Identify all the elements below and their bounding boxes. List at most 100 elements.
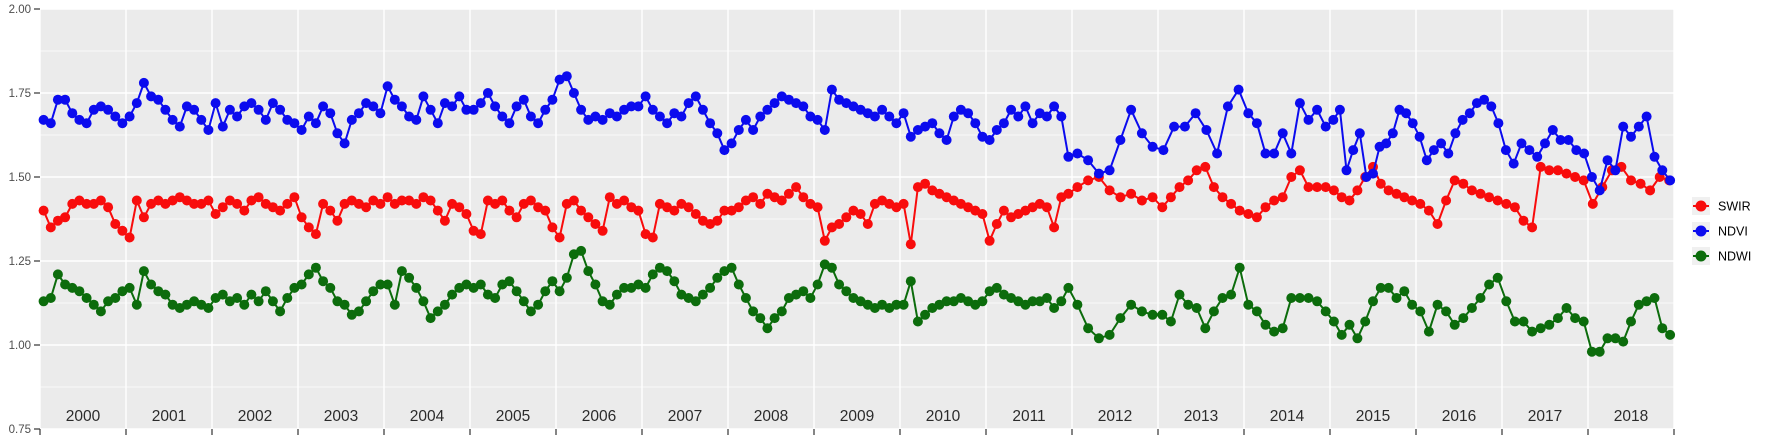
- data-point: [103, 202, 114, 213]
- data-point: [1277, 323, 1288, 334]
- x-tick-label: 2011: [1012, 408, 1045, 425]
- data-point: [1260, 202, 1271, 213]
- data-point: [662, 118, 673, 129]
- data-point: [1484, 279, 1495, 290]
- data-point: [812, 202, 823, 213]
- data-point: [1174, 182, 1185, 193]
- data-point: [669, 276, 680, 287]
- data-point: [153, 94, 164, 105]
- data-point: [769, 98, 780, 109]
- data-point: [576, 245, 587, 256]
- data-point: [941, 296, 952, 307]
- data-point: [991, 219, 1002, 229]
- data-point: [898, 108, 909, 119]
- data-point: [38, 205, 49, 216]
- data-point: [1183, 299, 1194, 310]
- data-point: [733, 279, 744, 290]
- x-tick-label: 2001: [152, 408, 186, 425]
- data-point: [382, 279, 393, 290]
- data-point: [812, 114, 823, 125]
- data-point: [1578, 175, 1589, 186]
- data-point: [81, 198, 92, 209]
- data-point: [124, 111, 135, 122]
- data-point: [619, 282, 630, 293]
- data-point: [1432, 219, 1443, 229]
- data-point: [762, 104, 773, 115]
- data-point: [1479, 94, 1490, 105]
- legend-label: SWIR: [1718, 200, 1751, 214]
- data-point: [1441, 195, 1452, 206]
- data-point: [676, 111, 687, 122]
- data-point: [1352, 333, 1363, 344]
- data-point: [633, 205, 644, 216]
- data-point: [862, 219, 873, 229]
- data-point: [719, 205, 730, 216]
- data-point: [1348, 145, 1359, 156]
- data-point: [447, 101, 458, 112]
- data-point: [1443, 148, 1454, 159]
- data-point: [798, 101, 809, 112]
- data-point: [1579, 148, 1590, 159]
- data-point: [303, 269, 314, 280]
- x-tick-label: 2017: [1528, 408, 1562, 425]
- data-point: [1277, 192, 1288, 203]
- data-point: [525, 195, 536, 206]
- data-point: [525, 306, 536, 317]
- data-point: [1115, 313, 1126, 324]
- data-point: [346, 114, 357, 125]
- data-point: [1049, 101, 1060, 112]
- data-point: [1493, 118, 1504, 129]
- data-point: [554, 286, 565, 297]
- data-point: [1360, 316, 1371, 327]
- data-point: [1303, 293, 1314, 303]
- data-point: [1641, 296, 1652, 307]
- y-tick-label: 1.00: [9, 340, 31, 352]
- data-point: [1083, 175, 1094, 186]
- data-point: [232, 293, 243, 303]
- data-point: [1415, 306, 1426, 317]
- data-point: [1063, 188, 1074, 199]
- data-point: [74, 286, 85, 297]
- data-point: [1341, 165, 1352, 176]
- data-point: [81, 293, 92, 303]
- data-point: [927, 118, 938, 129]
- data-point: [1336, 329, 1347, 340]
- data-point: [138, 266, 149, 277]
- data-point: [1368, 296, 1378, 307]
- data-point: [547, 222, 558, 233]
- data-point: [160, 104, 171, 115]
- data-point: [1056, 111, 1067, 122]
- data-point: [719, 145, 730, 156]
- data-point: [798, 192, 809, 203]
- series-swir: [38, 161, 1675, 250]
- data-point: [1303, 114, 1314, 125]
- data-point: [776, 306, 787, 317]
- data-point: [1063, 151, 1074, 162]
- data-point: [117, 118, 128, 129]
- x-tick-label: 2004: [410, 408, 445, 425]
- x-tick-label: 2002: [238, 408, 272, 425]
- data-point: [1136, 306, 1147, 317]
- x-tick-label: 2008: [754, 408, 788, 425]
- data-point: [267, 98, 278, 109]
- data-point: [325, 108, 336, 119]
- data-point: [1509, 316, 1520, 327]
- data-point: [1328, 185, 1339, 196]
- data-point: [1191, 303, 1202, 313]
- data-point: [203, 195, 214, 206]
- data-point: [568, 195, 579, 206]
- data-point: [1072, 148, 1083, 159]
- data-point: [246, 98, 257, 109]
- data-point: [1286, 293, 1297, 303]
- x-tick-label: 2010: [926, 408, 961, 425]
- data-point: [1527, 326, 1538, 337]
- data-point: [905, 239, 916, 250]
- data-point: [1158, 145, 1169, 156]
- data-point: [1441, 306, 1452, 317]
- x-tick-label: 2016: [1442, 408, 1476, 425]
- data-point: [95, 195, 106, 206]
- data-point: [1083, 155, 1094, 166]
- data-point: [1563, 135, 1574, 145]
- data-point: [1602, 155, 1613, 166]
